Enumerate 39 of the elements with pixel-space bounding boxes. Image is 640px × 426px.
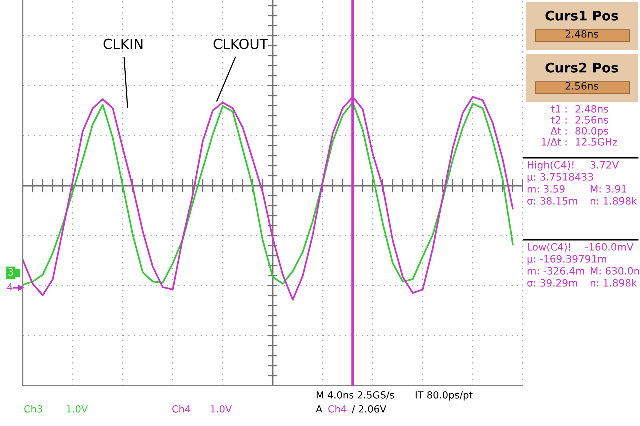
- text: Ch3: [24, 405, 42, 413]
- text: M 4.0ns 2.5GS/s: [316, 391, 394, 400]
- text: Ch4: [172, 405, 191, 413]
- text: High(C4)!: [528, 161, 574, 171]
- text: m: 3.59: [528, 185, 565, 193]
- text: M: 3.91: [590, 185, 627, 193]
- text: 1.0V: [211, 405, 232, 413]
- text: σ: 38.15m: [528, 197, 578, 205]
- text: 2.56ns: [566, 82, 598, 90]
- text: n: 1.898k: [590, 279, 638, 287]
- text: 2.48ns: [566, 30, 598, 38]
- text: 3: [8, 268, 14, 276]
- text: 2.48ns: [576, 105, 608, 113]
- text: 4: [7, 284, 13, 291]
- text: n: 1.898k: [590, 197, 638, 205]
- text: t1 :: [551, 105, 567, 113]
- text: / 2.06V: [352, 405, 387, 414]
- text: 1/Δt :: [542, 138, 567, 147]
- text: Ch4: [328, 405, 347, 413]
- text: σ: 39.29m: [528, 279, 578, 287]
- text: Low(C4)!: [528, 243, 570, 252]
- text: 1.0V: [67, 405, 88, 413]
- text: CLKIN: [104, 38, 143, 50]
- text: μ: 3.7518433: [528, 173, 594, 183]
- text: -160.0mV: [585, 243, 634, 251]
- text: μ: -169.39791m: [528, 255, 606, 265]
- text: Curs2 Pos: [546, 62, 618, 73]
- text: t2 :: [551, 116, 567, 124]
- text: A: [316, 406, 323, 413]
- text: Curs1 Pos: [546, 10, 618, 21]
- text: 80.0ps: [576, 127, 608, 137]
- text: m: -326.4m: [528, 267, 584, 275]
- text: IT 80.0ps/pt: [416, 391, 473, 401]
- text: 2.56ns: [576, 116, 608, 124]
- text: Δt :: [550, 127, 567, 135]
- text: CLKOUT: [214, 38, 268, 50]
- text: 3.72V: [590, 161, 620, 169]
- text: M: 630.0n: [590, 267, 640, 275]
- text: 12.5GHz: [576, 138, 618, 146]
